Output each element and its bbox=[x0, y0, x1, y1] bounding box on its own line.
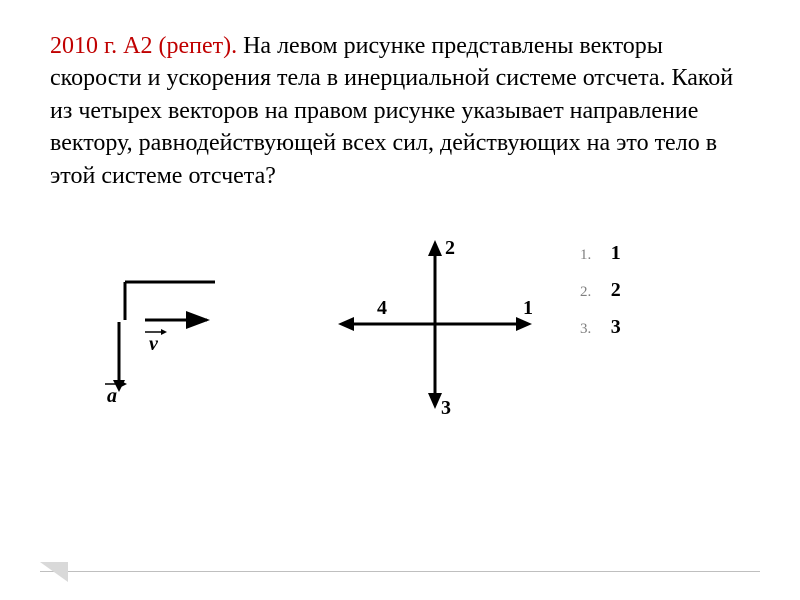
problem-text: 2010 г. А2 (репет). На левом рисунке пре… bbox=[50, 30, 760, 192]
corner-fold-icon bbox=[40, 562, 68, 582]
problem-lead: 2010 г. А2 (репет). bbox=[50, 33, 237, 59]
option-1: 1. 1 bbox=[580, 242, 621, 265]
option-index: 2. bbox=[580, 284, 606, 301]
slide: 2010 г. А2 (репет). На левом рисунке пре… bbox=[0, 0, 800, 600]
option-value: 2 bbox=[611, 279, 621, 301]
dir-2-label: 2 bbox=[445, 237, 455, 259]
dir-3-label: 3 bbox=[441, 397, 451, 419]
option-value: 3 bbox=[611, 316, 621, 338]
a-label: a bbox=[107, 385, 117, 407]
option-value: 1 bbox=[611, 242, 621, 264]
dir-4-label: 4 bbox=[377, 297, 387, 319]
v-label: v bbox=[149, 333, 159, 355]
answer-options: 1. 1 2. 2 3. 3 bbox=[580, 242, 621, 353]
option-2: 2. 2 bbox=[580, 279, 621, 302]
footer-line bbox=[40, 571, 760, 572]
option-3: 3. 3 bbox=[580, 316, 621, 339]
dir-1-label: 1 bbox=[523, 297, 533, 319]
option-index: 1. bbox=[580, 247, 606, 264]
left-diagram: v a bbox=[105, 272, 265, 427]
option-index: 3. bbox=[580, 321, 606, 338]
right-diagram: 1 2 3 4 bbox=[325, 232, 545, 427]
figure-row: v a 1 2 bbox=[50, 232, 760, 442]
